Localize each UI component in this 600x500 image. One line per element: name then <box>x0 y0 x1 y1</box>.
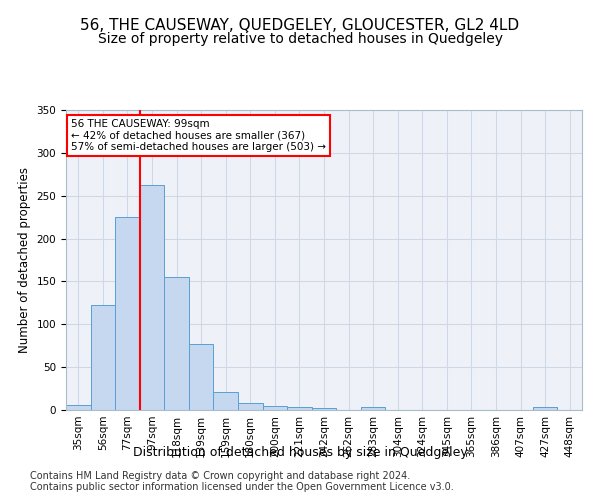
Text: Size of property relative to detached houses in Quedgeley: Size of property relative to detached ho… <box>97 32 503 46</box>
Text: Distribution of detached houses by size in Quedgeley: Distribution of detached houses by size … <box>133 446 467 459</box>
Bar <box>312 408 336 410</box>
Text: Contains HM Land Registry data © Crown copyright and database right 2024.: Contains HM Land Registry data © Crown c… <box>30 471 410 481</box>
Bar <box>91 304 115 410</box>
Text: Contains public sector information licensed under the Open Government Licence v3: Contains public sector information licen… <box>30 482 454 492</box>
Y-axis label: Number of detached properties: Number of detached properties <box>18 167 31 353</box>
Text: 56 THE CAUSEWAY: 99sqm
← 42% of detached houses are smaller (367)
57% of semi-de: 56 THE CAUSEWAY: 99sqm ← 42% of detached… <box>71 119 326 152</box>
Bar <box>214 392 238 410</box>
Bar <box>361 408 385 410</box>
Bar <box>238 403 263 410</box>
Bar <box>66 405 91 410</box>
Bar <box>263 406 287 410</box>
Bar <box>287 406 312 410</box>
Text: 56, THE CAUSEWAY, QUEDGELEY, GLOUCESTER, GL2 4LD: 56, THE CAUSEWAY, QUEDGELEY, GLOUCESTER,… <box>80 18 520 32</box>
Bar <box>115 217 140 410</box>
Bar <box>140 186 164 410</box>
Bar <box>533 408 557 410</box>
Bar <box>189 344 214 410</box>
Bar <box>164 277 189 410</box>
